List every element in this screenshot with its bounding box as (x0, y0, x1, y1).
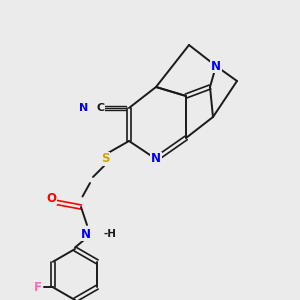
Text: O: O (46, 191, 56, 205)
Text: -H: -H (103, 229, 116, 239)
Text: F: F (34, 281, 42, 294)
Text: S: S (101, 152, 109, 166)
Text: N: N (80, 103, 88, 113)
Text: N: N (211, 59, 221, 73)
Text: C: C (96, 103, 105, 113)
Text: N: N (80, 227, 91, 241)
Text: N: N (151, 152, 161, 166)
